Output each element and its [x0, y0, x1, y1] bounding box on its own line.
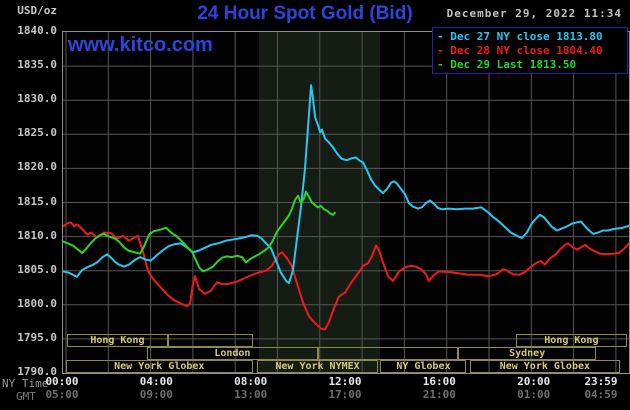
y-tick-label: 1840.0: [17, 24, 57, 37]
x-tick-label-gmt: 09:00: [139, 388, 173, 401]
price-line-0: [63, 84, 629, 284]
y-tick-label: 1820.0: [17, 160, 57, 174]
y-tick-label: 1805.0: [17, 262, 57, 276]
x-tick-label-ny: 08:00: [234, 375, 268, 388]
x-tick-label-ny: 20:00: [517, 375, 551, 388]
session-box-hong-kong: Hong Kong: [66, 334, 169, 347]
x-tick-label-ny: 12:00: [328, 375, 362, 388]
y-tick-label: 1835.0: [17, 58, 57, 72]
y-tick-label: 1790.0: [17, 365, 57, 378]
y-tick-label: 1825.0: [17, 126, 57, 140]
price-line-1: [63, 221, 629, 331]
price-line-2: [63, 190, 336, 273]
y-tick-label: 1795.0: [17, 330, 57, 344]
x-axis-gmt-caption: GMT: [16, 390, 36, 403]
x-tick-label-gmt: 13:00: [234, 388, 268, 401]
session-box-sydney: Sydney: [458, 347, 597, 360]
session-box-empty: [317, 347, 459, 360]
session-box-hong-kong: Hong Kong: [515, 334, 627, 347]
x-tick-label-gmt: 21:00: [422, 388, 456, 401]
legend-item-0: - Dec 27 NY close 1813.80: [437, 30, 603, 43]
x-axis-ny-time-caption: NY Time: [2, 377, 49, 390]
chart-title: 24 Hour Spot Gold (Bid): [197, 3, 413, 24]
x-tick-label-gmt: 01:00: [517, 388, 551, 401]
session-box-new-york-globex: New York Globex: [65, 360, 254, 373]
x-tick-label-ny: 00:00: [45, 375, 79, 388]
plot-area: [62, 31, 630, 374]
y-tick-label: 1830.0: [17, 92, 57, 106]
x-tick-label-ny: 04:00: [139, 375, 173, 388]
x-tick-label-gmt: 05:00: [45, 388, 79, 401]
x-tick-label-gmt: 17:00: [328, 388, 362, 401]
session-box-new-york-nymex: New York NYMEX: [257, 360, 378, 373]
session-box-ny-globex: NY Globex: [380, 360, 467, 373]
session-box-london: London: [146, 347, 318, 360]
x-tick-label-ny: 16:00: [422, 375, 456, 388]
price-lines-canvas: [63, 32, 629, 373]
legend: - Dec 27 NY close 1813.80- Dec 28 NY clo…: [432, 27, 628, 74]
x-tick-label-ny: 23:59: [584, 375, 618, 388]
legend-item-2: - Dec 29 Last 1813.50: [437, 58, 577, 71]
kitco-watermark: www.kitco.com: [68, 34, 213, 56]
y-tick-label: 1800.0: [17, 296, 57, 310]
chart-datetime: December 29, 2022 11:34: [446, 7, 622, 20]
legend-item-1: - Dec 28 NY close 1804.40: [437, 44, 603, 57]
y-tick-label: 1815.0: [17, 194, 57, 208]
session-box-empty: [168, 334, 254, 347]
session-box-new-york-globex: New York Globex: [469, 360, 620, 373]
y-axis-unit-label: USD/oz: [17, 4, 57, 17]
y-tick-label: 1810.0: [17, 228, 57, 242]
x-tick-label-gmt: 04:59: [584, 388, 618, 401]
